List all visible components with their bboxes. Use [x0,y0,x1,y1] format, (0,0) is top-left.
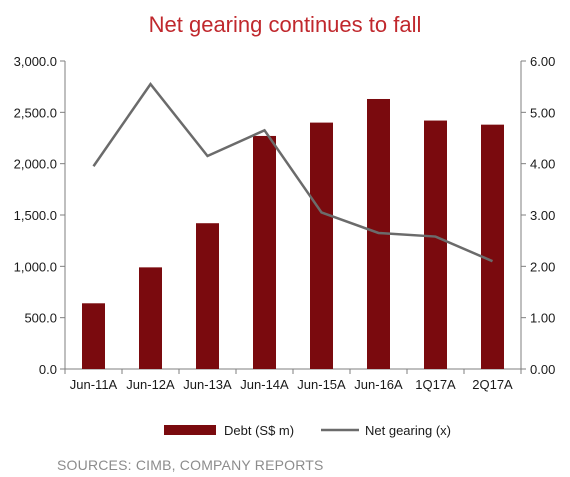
x-axis-tick-label: Jun-14A [240,377,289,392]
x-axis-tick-label: Jun-16A [354,377,403,392]
legend-swatch-debt [164,425,216,435]
source-note: SOURCES: CIMB, COMPANY REPORTS [57,457,324,473]
left-axis-tick-label: 500.0 [24,311,57,326]
right-axis-tick-label: 6.00 [530,54,555,69]
left-axis-tick-label: 2,500.0 [14,105,57,120]
debt-bar [196,223,219,369]
x-axis-tick-label: Jun-15A [297,377,346,392]
left-axis-tick-label: 2,000.0 [14,157,57,172]
right-axis-tick-label: 1.00 [530,311,555,326]
x-axis-tick-label: 2Q17A [472,377,513,392]
x-axis-tick-label: 1Q17A [415,377,456,392]
right-axis-tick-label: 0.00 [530,362,555,377]
left-axis-tick-label: 3,000.0 [14,54,57,69]
x-axis-tick-label: Jun-11A [70,377,118,392]
x-axis-tick-label: Jun-12A [126,377,175,392]
debt-bar [139,267,162,369]
right-axis-tick-label: 4.00 [530,157,555,172]
right-axis-tick-label: 2.00 [530,259,555,274]
net-gearing-line [92,82,493,263]
chart-title: Net gearing continues to fall [148,12,422,37]
chart-legend: Debt (S$ m) Net gearing (x) [164,423,451,438]
debt-bar [424,120,447,370]
right-axis-tick-label: 5.00 [530,105,555,120]
legend-label-debt: Debt (S$ m) [224,423,294,438]
debt-bar [253,135,276,369]
left-axis-tick-label: 1,000.0 [14,259,57,274]
debt-bar [310,122,333,369]
debt-bar [82,303,105,369]
right-axis-tick-label: 3.00 [530,208,555,223]
legend-label-net-gearing: Net gearing (x) [365,423,451,438]
left-axis-tick-label: 1,500.0 [14,208,57,223]
x-axis-tick-label: Jun-13A [183,377,232,392]
debt-bar [481,124,504,369]
left-axis-tick-label: 0.0 [39,362,57,377]
